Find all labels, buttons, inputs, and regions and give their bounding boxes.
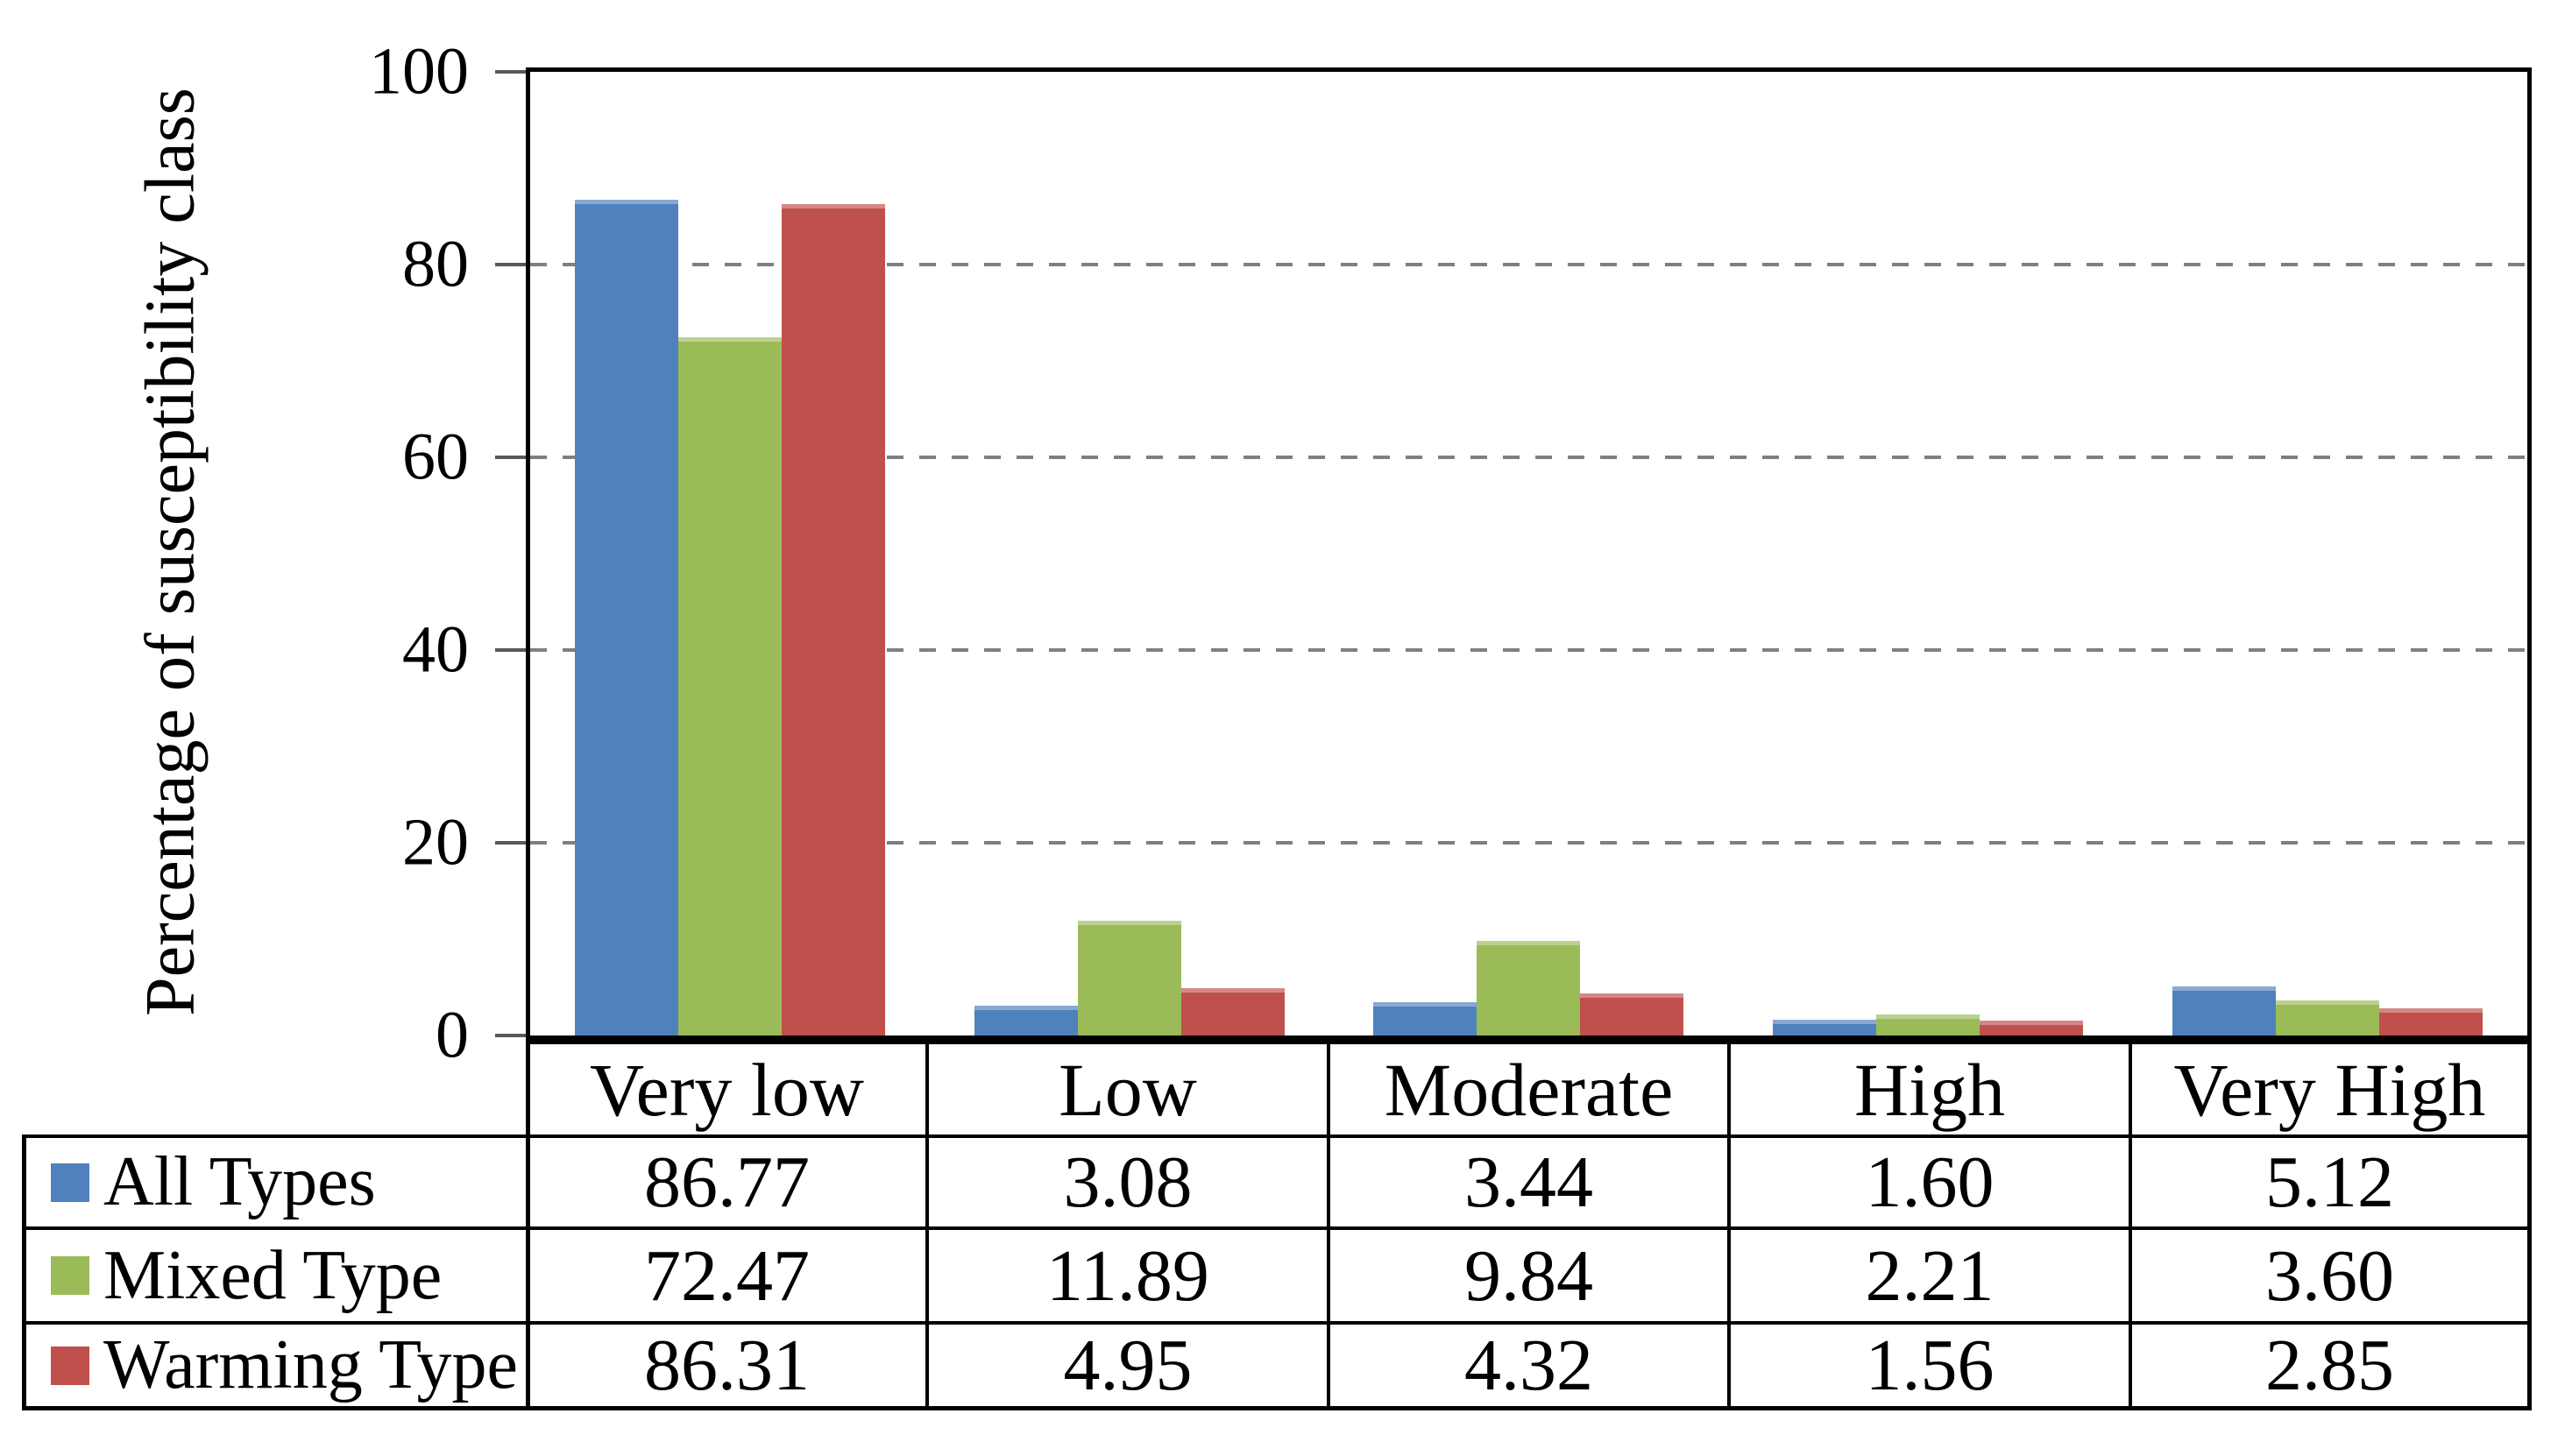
- legend-swatch-mixed-type: [51, 1256, 89, 1295]
- data-table: Very low Low Moderate High Very High All…: [22, 1040, 2532, 1410]
- bar-group-low: [930, 72, 1329, 1035]
- value-cell: 3.60: [2265, 1234, 2394, 1317]
- table-border-col0: [526, 1040, 530, 1410]
- table-border-col4: [2129, 1040, 2132, 1410]
- bar-warming-type-high: [1980, 1020, 2084, 1035]
- y-axis-tick-label: 60: [402, 420, 469, 494]
- bar-warming-type-very-high: [2379, 1007, 2483, 1035]
- gridlines: [530, 72, 2527, 1035]
- legend-label-warming-type: Warming Type: [103, 1326, 519, 1403]
- legend-label-mixed-type: Mixed Type: [103, 1236, 443, 1314]
- legend-item-all-types: All Types: [26, 1138, 526, 1226]
- value-cell: 86.77: [644, 1141, 810, 1223]
- value-cell: 9.84: [1464, 1234, 1593, 1317]
- y-axis-tick-label: 100: [369, 34, 469, 109]
- y-axis-tick: [495, 648, 526, 652]
- legend-label-all-types: All Types: [103, 1143, 376, 1220]
- table-border-row1: [22, 1134, 2532, 1138]
- table-border-col1: [925, 1040, 929, 1410]
- bar-groups: [530, 72, 2527, 1035]
- bar-warming-type-low: [1180, 987, 1285, 1035]
- col-header-moderate: Moderate: [1384, 1047, 1674, 1132]
- table-border-col3: [1727, 1040, 1731, 1410]
- bar-warming-type-moderate: [1580, 993, 1684, 1035]
- y-axis-tick-label: 0: [436, 998, 469, 1072]
- y-axis-tick-label: 40: [402, 612, 469, 687]
- bar-group-very-low: [530, 72, 930, 1035]
- value-cell: 1.56: [1865, 1325, 1995, 1406]
- col-header-very-low: Very low: [590, 1047, 864, 1132]
- bar-all-types-very-high: [2172, 986, 2277, 1035]
- bar-group-moderate: [1329, 72, 1729, 1035]
- value-cell: 4.95: [1063, 1325, 1193, 1406]
- value-cell: 72.47: [644, 1234, 810, 1317]
- y-axis-tick-label: 20: [402, 805, 469, 880]
- y-axis-tick: [495, 70, 526, 74]
- bar-mixed-type-high: [1876, 1014, 1980, 1035]
- table-border-bottom: [22, 1406, 2532, 1410]
- bar-mixed-type-low: [1077, 921, 1181, 1035]
- table-border-col2: [1327, 1040, 1330, 1410]
- value-cell: 3.08: [1063, 1141, 1193, 1223]
- plot-area: [526, 67, 2532, 1040]
- value-cell: 86.31: [644, 1325, 810, 1406]
- bar-mixed-type-very-high: [2276, 1000, 2380, 1035]
- value-cell: 11.89: [1046, 1234, 1209, 1317]
- table-border-row3: [22, 1321, 2532, 1325]
- col-header-low: Low: [1059, 1047, 1197, 1132]
- gridline: [530, 648, 2527, 652]
- table-border-left: [22, 1134, 26, 1410]
- bar-all-types-moderate: [1373, 1002, 1477, 1035]
- col-header-very-high: Very High: [2173, 1047, 2486, 1132]
- bar-all-types-high: [1773, 1020, 1877, 1035]
- value-cell: 5.12: [2265, 1141, 2394, 1223]
- bar-group-very-high: [2128, 72, 2527, 1035]
- value-cell: 4.32: [1464, 1325, 1593, 1406]
- gridline: [530, 456, 2527, 459]
- y-axis-tick-label: 80: [402, 227, 469, 301]
- y-axis-tick-labels: 0 20 40 60 80 100: [0, 35, 469, 1072]
- y-axis-tick: [495, 841, 526, 845]
- legend-swatch-all-types: [51, 1163, 89, 1202]
- y-axis-tick: [495, 1034, 526, 1037]
- legend-swatch-warming-type: [51, 1346, 89, 1385]
- bar-all-types-very-low: [574, 199, 678, 1035]
- y-axis-tick: [495, 456, 526, 459]
- gridline: [530, 841, 2527, 845]
- table-border-row2: [22, 1226, 2532, 1230]
- bar-group-high: [1728, 72, 2128, 1035]
- value-cell: 2.21: [1865, 1234, 1995, 1317]
- value-cell: 1.60: [1865, 1141, 1995, 1223]
- value-cell: 3.44: [1464, 1141, 1593, 1223]
- bar-all-types-low: [974, 1006, 1078, 1035]
- col-header-high: High: [1854, 1047, 2005, 1132]
- y-axis-ticks: [495, 70, 526, 1037]
- bar-mixed-type-very-low: [677, 336, 782, 1035]
- bar-mixed-type-moderate: [1477, 940, 1581, 1035]
- value-cell: 2.85: [2265, 1325, 2394, 1406]
- table-border-right: [2527, 1040, 2532, 1410]
- legend-item-mixed-type: Mixed Type: [26, 1230, 526, 1321]
- legend-item-warming-type: Warming Type: [26, 1325, 526, 1406]
- table-border-top: [526, 1040, 2532, 1044]
- bar-warming-type-very-low: [781, 203, 885, 1035]
- gridline: [530, 263, 2527, 266]
- y-axis-tick: [495, 263, 526, 266]
